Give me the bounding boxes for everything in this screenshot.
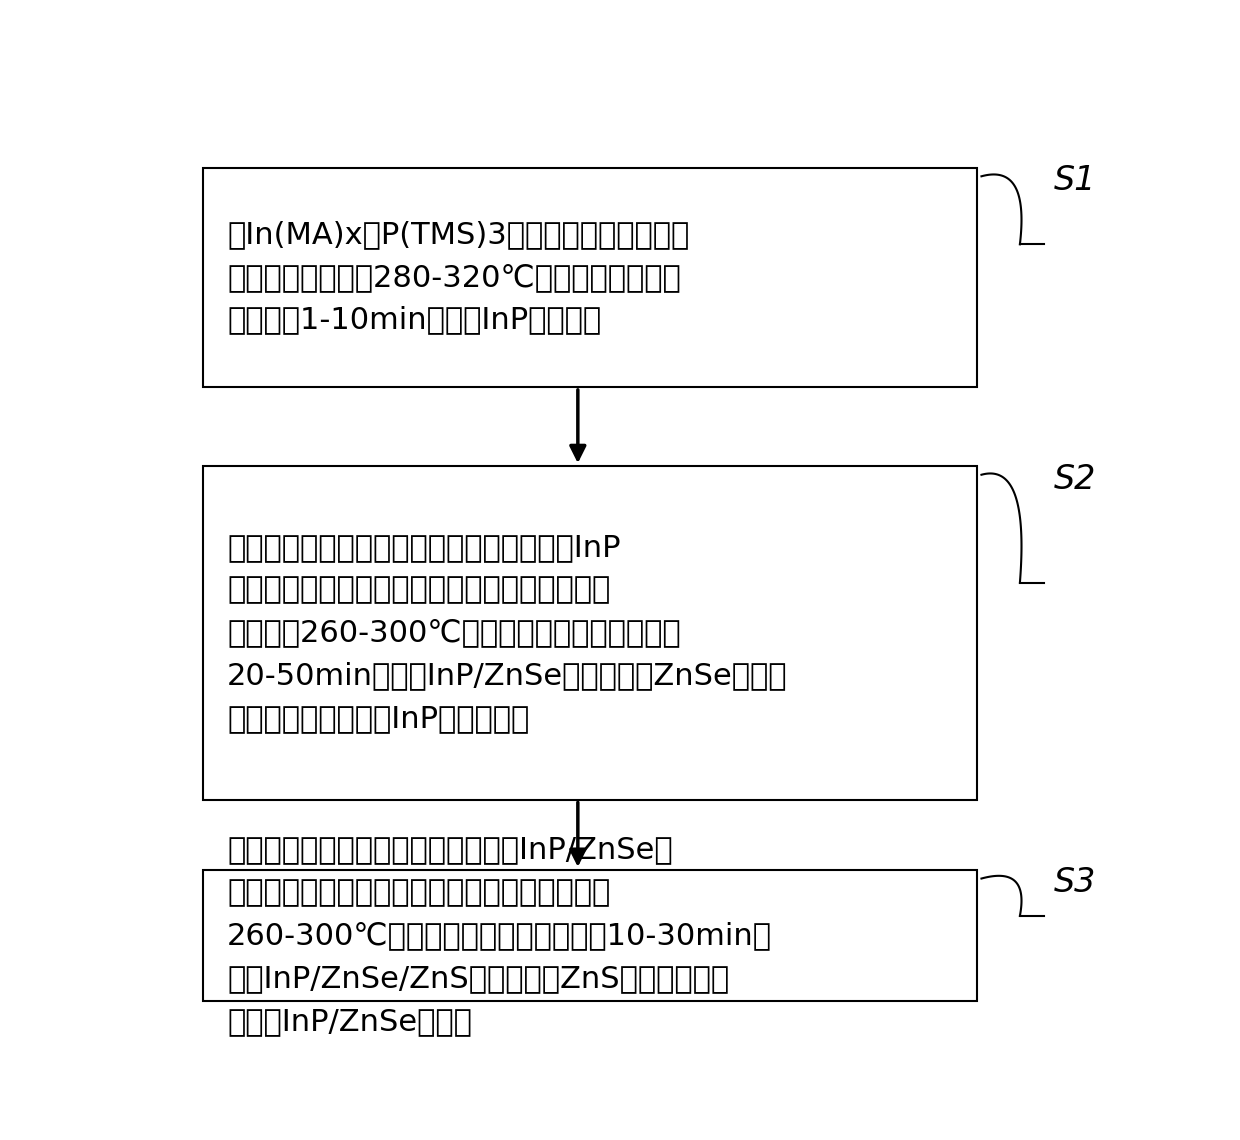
Bar xyxy=(203,870,977,1001)
Text: 提供锌源作为壳层前驱体，并将所述InP/ZnSe结
构、壳层前驱体及环己基异硫氯酸酯混合，并在
260-300℃温度下以热注入的方法反应10-30min，
得到: 提供锌源作为壳层前驱体，并将所述InP/ZnSe结 构、壳层前驱体及环己基异硫氯… xyxy=(227,836,773,1036)
Text: 以In(MA)x、P(TMS)3作为量子点前驱体加入
十八烯溶液中，在280-320℃温度下以热注入的
方法反应1-10min，得到InP量子点核: 以In(MA)x、P(TMS)3作为量子点前驱体加入 十八烯溶液中，在280-3… xyxy=(227,220,689,334)
Text: S2: S2 xyxy=(1054,463,1096,496)
Bar xyxy=(203,168,977,386)
Text: 提供锌源作为应变补偿层前驱体，并将所述InP
量子点核、应变补偿层前驱体及三辛基蚦化硒混
合，并在260-300℃温度下以热注入的方法反应
20-50min，得: 提供锌源作为应变补偿层前驱体，并将所述InP 量子点核、应变补偿层前驱体及三辛基… xyxy=(227,532,787,733)
Text: S3: S3 xyxy=(1054,866,1096,899)
Text: S1: S1 xyxy=(1054,164,1096,197)
Bar xyxy=(203,466,977,799)
